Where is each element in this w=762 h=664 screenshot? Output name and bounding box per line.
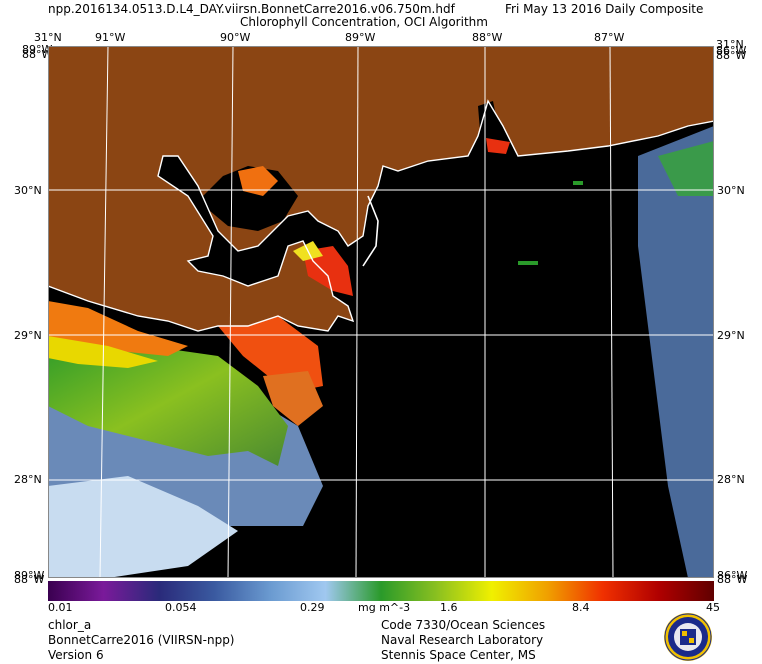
corner-label-left-b: 88°W — [22, 48, 53, 61]
footer-dataset: BonnetCarre2016 (VIIRSN-npp) — [48, 633, 235, 647]
colorbar-tick-5: 45 — [706, 601, 720, 614]
top-label-89w: 89°W — [345, 31, 376, 44]
filename-title: npp.2016134.0513.D.L4_DAY.viirsn.BonnetC… — [48, 2, 455, 16]
colorbar-tick-1: 0.054 — [165, 601, 197, 614]
west-shelf-green-zone — [48, 336, 288, 466]
top-label-lat-right: 31°N — [716, 38, 744, 51]
southwest-pale-zone — [48, 476, 238, 578]
offshore-plume — [263, 371, 323, 426]
offshore-speck — [518, 261, 538, 265]
colorbar-tick-4: 8.4 — [572, 601, 590, 614]
right-lat-29n: 29°N — [717, 329, 745, 342]
corner-label-right-a: 86°W — [716, 44, 747, 57]
left-lat-29n: 29°N — [14, 329, 42, 342]
composite-date: Fri May 13 2016 Daily Composite — [505, 2, 704, 16]
colorbar — [48, 581, 714, 601]
graticule — [48, 46, 714, 578]
left-lat-28n: 28°N — [14, 473, 42, 486]
footer-variable: chlor_a — [48, 618, 92, 632]
east-offshore-blue-zone — [638, 126, 714, 578]
land-mass — [48, 46, 714, 331]
product-title: Chlorophyll Concentration, OCI Algorithm — [240, 15, 488, 29]
footer-lab: Naval Research Laboratory — [381, 633, 544, 647]
corner-label-right-b: 88°W — [716, 49, 747, 62]
footer-location: Stennis Space Center, MS — [381, 648, 536, 662]
east-offshore-green-patch — [658, 141, 714, 196]
colorbar-gradient — [48, 581, 714, 601]
colorbar-unit: mg m^-3 — [358, 601, 411, 614]
chandeleur-islands — [362, 195, 379, 267]
offshore-speck — [573, 181, 583, 185]
top-label-91w: 91°W — [95, 31, 126, 44]
lake-color-patch — [238, 166, 278, 196]
top-label-88w: 88°W — [472, 31, 503, 44]
colorbar-tick-0: 0.01 — [48, 601, 73, 614]
bottom-label-right-b: 88°W — [717, 573, 748, 586]
top-label-90w: 90°W — [220, 31, 251, 44]
bottom-label-left-a: 89°W — [14, 569, 45, 582]
delta-red-patch — [303, 246, 353, 296]
nrl-seal-icon — [664, 613, 712, 661]
chlorophyll-map — [48, 46, 714, 578]
colorbar-tick-2: 0.29 — [300, 601, 325, 614]
right-lat-28n: 28°N — [717, 473, 745, 486]
top-label-87w: 87°W — [594, 31, 625, 44]
right-lat-30n: 30°N — [717, 184, 745, 197]
corner-label-left-a: 89°W — [22, 43, 53, 56]
footer-version: Version 6 — [48, 648, 104, 662]
mobile-bay-red-patch — [486, 138, 510, 154]
bottom-label-right-a: 86°W — [717, 569, 748, 582]
footer-code: Code 7330/Ocean Sciences — [381, 618, 546, 632]
top-label-lat-left: 31°N — [34, 31, 62, 44]
colorbar-tick-3: 1.6 — [440, 601, 458, 614]
coastline — [48, 99, 714, 332]
map-frame — [48, 46, 714, 578]
bottom-label-left-b: 88°W — [14, 573, 45, 586]
left-lat-30n: 30°N — [14, 184, 42, 197]
